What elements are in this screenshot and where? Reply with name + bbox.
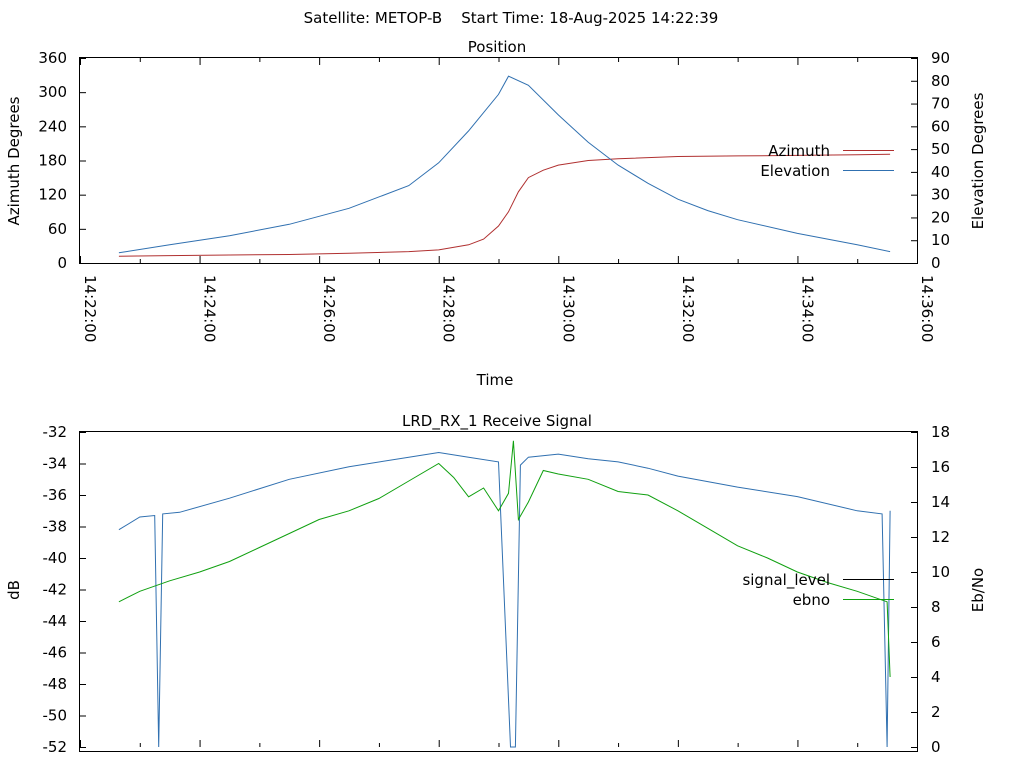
db-tick-labels: -52 -50 -48 -46 -44 -42 -40 -38 -36 -34 -32 bbox=[43, 423, 68, 756]
signal-left-tick-label: -36 bbox=[43, 486, 68, 504]
position-right-tick-label: 30 bbox=[931, 186, 950, 204]
elevation-tick-labels: 0 10 20 30 40 50 60 70 80 90 bbox=[931, 49, 950, 272]
signal-left-tick-label: -32 bbox=[43, 423, 68, 441]
signal-tick-marks bbox=[80, 432, 918, 748]
signal-left-tick-label: -50 bbox=[43, 707, 68, 725]
position-right-tick-label: 50 bbox=[931, 140, 950, 158]
position-plot-frame bbox=[79, 57, 918, 264]
position-tick-marks bbox=[80, 58, 918, 264]
signal-right-tick-label: 6 bbox=[931, 633, 941, 651]
position-right-tick-label: 60 bbox=[931, 117, 950, 135]
time-tick-label: 14:26:00 bbox=[320, 275, 338, 342]
signal-legend-label: signal_level bbox=[742, 571, 830, 590]
position-legend-label: Elevation bbox=[760, 162, 830, 180]
position-series-lines bbox=[118, 75, 891, 257]
signal-left-tick-label: -44 bbox=[43, 612, 68, 630]
time-tick-label: 14:28:00 bbox=[440, 275, 458, 342]
signal-plot-frame bbox=[79, 431, 918, 752]
signal-series-line-ebno bbox=[118, 440, 891, 678]
position-right-tick-label: 70 bbox=[931, 95, 950, 113]
position-left-tick-label: 240 bbox=[38, 117, 67, 135]
signal-legend-label: ebno bbox=[793, 591, 830, 609]
signal-right-tick-label: 18 bbox=[931, 423, 950, 441]
time-tick-label: 14:30:00 bbox=[559, 275, 577, 342]
position-right-tick-label: 20 bbox=[931, 208, 950, 226]
signal-right-tick-label: 2 bbox=[931, 703, 941, 721]
position-legend-label: Azimuth bbox=[768, 142, 830, 160]
signal-chart: LRD_RX_1 Receive Signal dB Eb/No -52-50-… bbox=[5, 412, 987, 756]
signal-left-tick-label: -34 bbox=[43, 455, 68, 473]
position-left-tick-label: 120 bbox=[38, 186, 67, 204]
signal-right-tick-label: 12 bbox=[931, 528, 950, 546]
position-x-axis-label: Time bbox=[476, 371, 514, 389]
signal-chart-title: LRD_RX_1 Receive Signal bbox=[402, 412, 592, 431]
signal-left-tick-label: -42 bbox=[43, 581, 68, 599]
azimuth-axis-label: Azimuth Degrees bbox=[5, 96, 23, 225]
signal-right-tick-label: 14 bbox=[931, 493, 950, 511]
position-chart: Position Time Azimuth Degrees Elevation … bbox=[5, 38, 987, 389]
signal-right-tick-label: 0 bbox=[931, 738, 941, 756]
signal-left-tick-label: -38 bbox=[43, 518, 68, 536]
signal-left-tick-label: -48 bbox=[43, 675, 68, 693]
time-tick-label: 14:34:00 bbox=[798, 275, 816, 342]
position-right-tick-label: 80 bbox=[931, 72, 950, 90]
page-title: Satellite: METOP-B Start Time: 18-Aug-20… bbox=[304, 9, 719, 27]
position-left-tick-label: 0 bbox=[57, 254, 67, 272]
position-right-tick-label: 90 bbox=[931, 49, 950, 67]
position-left-tick-label: 300 bbox=[38, 83, 67, 101]
signal-left-tick-label: -52 bbox=[43, 738, 68, 756]
ebno-axis-label: Eb/No bbox=[969, 568, 987, 612]
position-series-line-azimuth bbox=[118, 153, 891, 257]
signal-series-line-signal-level bbox=[118, 451, 891, 748]
position-left-tick-label: 360 bbox=[38, 49, 67, 67]
position-left-tick-label: 180 bbox=[38, 152, 67, 170]
time-tick-label: 14:24:00 bbox=[201, 275, 219, 342]
signal-right-tick-label: 10 bbox=[931, 563, 950, 581]
db-axis-label: dB bbox=[5, 580, 23, 600]
signal-left-tick-label: -46 bbox=[43, 644, 68, 662]
time-tick-label: 14:36:00 bbox=[918, 275, 936, 342]
position-legend: Azimuth Elevation bbox=[760, 142, 894, 180]
azimuth-tick-labels: 0 60 120 180 240 300 360 bbox=[38, 49, 67, 272]
time-tick-labels: 14:22:00 14:24:00 14:26:00 14:28:00 14:30:00… bbox=[81, 275, 936, 342]
position-chart-title: Position bbox=[468, 38, 526, 56]
position-series-line-elevation bbox=[118, 75, 891, 254]
position-left-tick-label: 60 bbox=[48, 220, 67, 238]
signal-series-lines bbox=[118, 440, 891, 748]
position-right-tick-label: 0 bbox=[931, 254, 941, 272]
position-right-tick-label: 10 bbox=[931, 231, 950, 249]
ebno-tick-labels: 0 2 4 6 8 10 12 14 16 18 bbox=[931, 423, 950, 756]
signal-right-tick-label: 8 bbox=[931, 598, 941, 616]
time-tick-label: 14:32:00 bbox=[679, 275, 697, 342]
signal-right-tick-label: 4 bbox=[931, 668, 941, 686]
signal-right-tick-label: 16 bbox=[931, 458, 950, 476]
elevation-axis-label: Elevation Degrees bbox=[969, 92, 987, 229]
time-tick-label: 14:22:00 bbox=[81, 275, 99, 342]
signal-left-tick-label: -40 bbox=[43, 549, 68, 567]
position-right-tick-label: 40 bbox=[931, 163, 950, 181]
